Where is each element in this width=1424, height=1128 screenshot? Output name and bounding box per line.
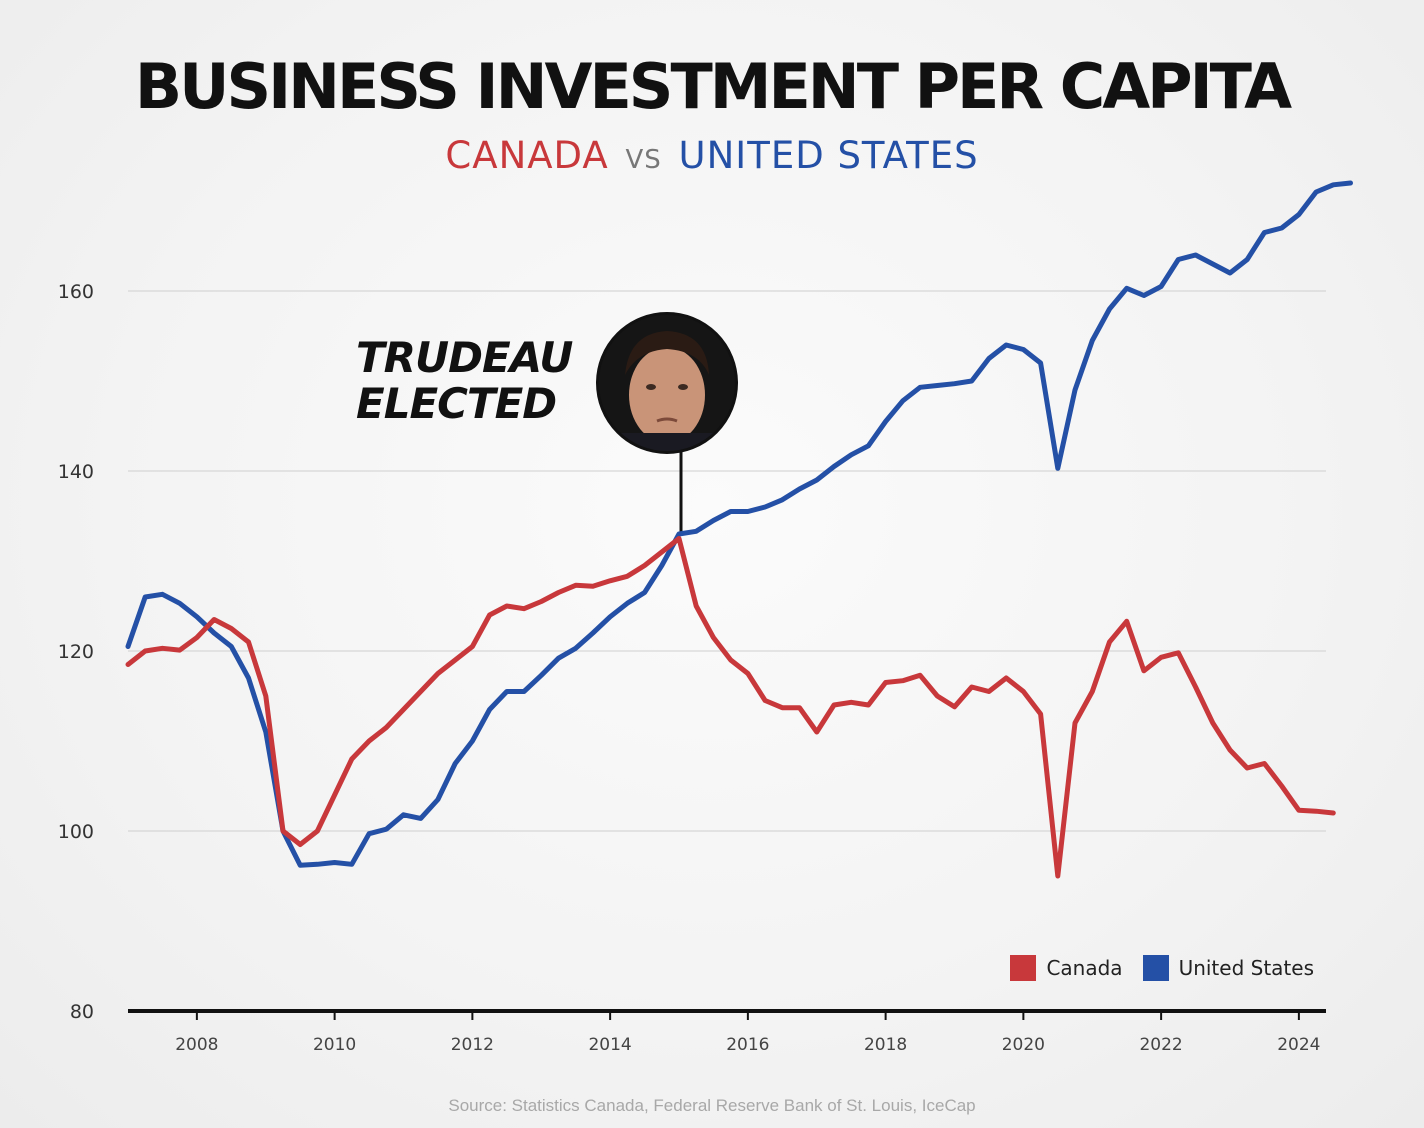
portrait-photo: [596, 312, 738, 454]
x-tick-label-2016: 2016: [726, 1035, 769, 1055]
chart-legend: Canada United States: [1010, 955, 1314, 981]
subtitle-united-states: UNITED STATES: [678, 134, 979, 177]
x-tick-label-2020: 2020: [1002, 1035, 1045, 1055]
legend-label-united-states: United States: [1178, 956, 1314, 980]
annotation-line1: TRUDEAU: [356, 333, 573, 382]
x-tick-label-2024: 2024: [1277, 1035, 1320, 1055]
x-tick-label-2014: 2014: [588, 1035, 631, 1055]
x-tick-label-2010: 2010: [313, 1035, 356, 1055]
legend-swatch-canada: [1010, 955, 1037, 981]
y-tick-label-100: 100: [58, 821, 94, 843]
x-tick-label-2018: 2018: [864, 1035, 907, 1055]
trudeau-elected-annotation: TRUDEAU ELECTED: [356, 335, 586, 427]
legend-item-united-states: United States: [1142, 955, 1314, 981]
y-tick-label-120: 120: [58, 641, 94, 663]
y-tick-label-140: 140: [58, 461, 94, 483]
annotation-line2: ELECTED: [356, 379, 557, 428]
legend-swatch-united-states: [1142, 955, 1169, 981]
subtitle-canada: CANADA: [445, 134, 609, 177]
y-tick-label-160: 160: [58, 281, 94, 303]
portrait-face-icon: [599, 315, 735, 451]
x-tick-label-2012: 2012: [451, 1035, 494, 1055]
legend-item-canada: Canada: [1010, 955, 1123, 981]
subtitle-vs: VS: [625, 145, 662, 175]
series-line-canada: [125, 536, 1336, 879]
x-tick-label-2022: 2022: [1139, 1035, 1182, 1055]
x-tick-label-2008: 2008: [175, 1035, 218, 1055]
chart-title: BUSINESS INVESTMENT PER CAPITA: [134, 50, 1292, 123]
legend-label-canada: Canada: [1046, 956, 1123, 980]
series-line-united-states: [125, 180, 1353, 868]
chart-subtitle: CANADA VS UNITED STATES: [0, 134, 1424, 177]
y-tick-label-80: 80: [70, 1001, 94, 1023]
source-note: Source: Statistics Canada, Federal Reser…: [448, 1096, 976, 1115]
